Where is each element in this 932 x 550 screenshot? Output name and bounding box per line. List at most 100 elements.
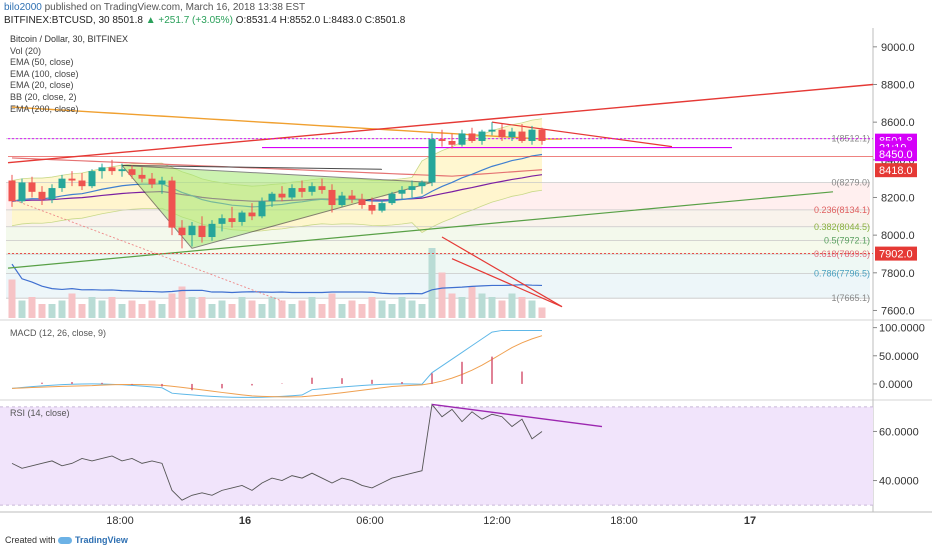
candle-body xyxy=(48,188,56,200)
candle-body xyxy=(278,193,286,198)
candle-body xyxy=(308,186,316,192)
volume-bar xyxy=(308,297,316,318)
fib-level-label: 0(8279.0) xyxy=(831,178,870,188)
volume-bar xyxy=(178,286,186,318)
candle-body xyxy=(338,195,346,206)
volume-ma-line xyxy=(11,263,543,295)
candle-body xyxy=(498,129,506,138)
candle-body xyxy=(398,189,406,194)
volume-bar xyxy=(118,304,126,318)
legend-item-ema200[interactable]: EMA (200, close) xyxy=(10,103,79,114)
macd-signal-line xyxy=(11,335,543,398)
candle-body xyxy=(208,223,216,238)
fib-band xyxy=(6,273,870,299)
publish-info: published on TradingView.com, March 16, … xyxy=(44,2,306,13)
red-trendline-rising xyxy=(7,83,874,164)
macd-panel-label[interactable]: MACD (12, 26, close, 9) xyxy=(10,328,107,338)
volume-bar xyxy=(508,293,516,318)
candle-body xyxy=(448,140,456,145)
legend-title: Bitcoin / Dollar, 30, BITFINEX xyxy=(10,34,129,44)
price-badge-label: 7902.0 xyxy=(879,249,913,261)
volume-bar xyxy=(378,300,386,318)
candle-body xyxy=(98,167,106,172)
volume-bar xyxy=(98,300,106,318)
volume-bar xyxy=(168,293,176,318)
fib-level-label: 0.236(8134.1) xyxy=(814,205,870,215)
fib-band xyxy=(6,240,870,255)
price-axis-label: 9000.0 xyxy=(881,42,915,54)
volume-bar xyxy=(38,304,46,318)
volume-bar xyxy=(248,300,256,318)
volume-bar xyxy=(48,304,56,318)
candle-body xyxy=(288,188,296,198)
candle-body xyxy=(28,182,36,192)
time-axis-label: 18:00 xyxy=(610,515,638,527)
price-badge-label: 8450.0 xyxy=(879,149,913,161)
legend-item-volume[interactable]: Vol (20) xyxy=(10,45,42,56)
candle-body xyxy=(318,186,326,190)
volume-bar xyxy=(328,293,336,318)
volume-bar xyxy=(58,300,66,318)
price-axis-label: 7600.0 xyxy=(881,305,915,317)
volume-bar xyxy=(218,300,226,318)
rsi-divergence-line xyxy=(431,403,603,428)
candle-body xyxy=(138,174,146,179)
volume-bar xyxy=(158,304,166,318)
price-axis-label: 8200.0 xyxy=(881,192,915,204)
legend-item-ema100[interactable]: EMA (100, close) xyxy=(10,68,79,79)
candle-body xyxy=(218,218,226,224)
candle-body xyxy=(258,201,266,217)
candle-body xyxy=(298,188,306,192)
candle-body xyxy=(108,167,116,172)
legend-item-ema50[interactable]: EMA (50, close) xyxy=(10,57,74,68)
brand-name: TradingView xyxy=(75,535,128,545)
volume-bar xyxy=(478,293,486,318)
rsi-line xyxy=(11,403,543,501)
candle-body xyxy=(378,203,386,211)
volume-bar xyxy=(138,304,146,318)
bollinger-band-fill xyxy=(12,118,542,233)
volume-bar xyxy=(428,248,436,318)
legend-item-bb[interactable]: BB (20, close, 2) xyxy=(10,91,77,102)
cloud-icon xyxy=(58,537,72,545)
legend-item-ema20[interactable]: EMA (20, close) xyxy=(10,80,74,91)
tradingview-logo[interactable]: TradingView xyxy=(58,535,128,545)
indicator-legend: Bitcoin / Dollar, 30, BITFINEX Vol (20) … xyxy=(10,34,128,115)
chart-header: bilo2000 published on TradingView.com, M… xyxy=(0,0,932,30)
triangle-top-line xyxy=(121,164,383,170)
candle-body xyxy=(158,180,166,185)
volume-bar xyxy=(488,297,496,318)
fib-level-label: 0.5(7972.1) xyxy=(824,235,870,245)
candle-body xyxy=(388,193,396,204)
price-axis-label: 8000.0 xyxy=(881,230,915,242)
volume-bar xyxy=(238,297,246,318)
fib-level-label: 1(7665.1) xyxy=(831,293,870,303)
time-axis-label: 18:00 xyxy=(106,515,134,527)
candle-body xyxy=(458,133,466,145)
green-trendline xyxy=(7,191,834,269)
price-change: ▲ +251.7 (+3.05%) xyxy=(145,15,233,26)
candle-body xyxy=(128,169,136,175)
candle-body xyxy=(18,182,26,202)
candle-body xyxy=(438,139,446,141)
candle-body xyxy=(358,199,366,206)
volume-bar xyxy=(438,272,446,318)
candle-body xyxy=(178,227,186,236)
candle-body xyxy=(488,129,496,132)
volume-bar xyxy=(268,297,276,318)
volume-bar xyxy=(408,300,416,318)
candle-body xyxy=(68,178,76,181)
volume-bar xyxy=(318,304,326,318)
author-name[interactable]: bilo2000 xyxy=(4,2,42,13)
volume-bar xyxy=(208,304,216,318)
volume-bar xyxy=(88,297,96,318)
volume-bar xyxy=(298,300,306,318)
volume-bar xyxy=(258,304,266,318)
candle-body xyxy=(38,191,46,200)
red-vol-trendline-2 xyxy=(451,258,563,308)
rsi-panel-label[interactable]: RSI (14, close) xyxy=(10,408,70,418)
candle-body xyxy=(188,225,196,236)
volume-bar xyxy=(78,304,86,318)
fib-level-label: 1(8512.1) xyxy=(831,134,870,144)
